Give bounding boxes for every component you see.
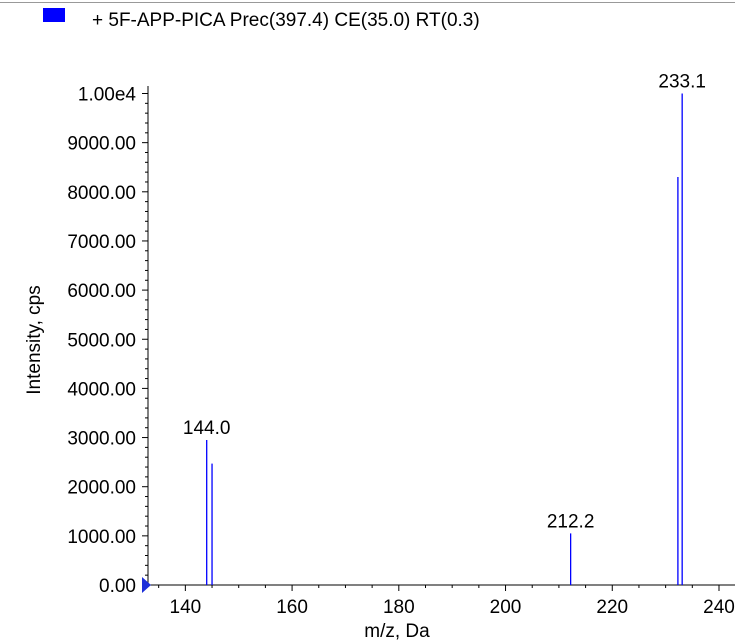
x-axis-label: m/z, Da <box>364 621 430 641</box>
y-tick-label: 9000.00 <box>67 134 136 155</box>
y-tick-label: 1.00e4 <box>78 85 137 106</box>
y-tick-label: 8000.00 <box>67 183 136 204</box>
y-tick-label: 5000.00 <box>67 330 136 351</box>
x-tick-label: 140 <box>170 597 202 618</box>
legend-swatch <box>43 8 65 22</box>
plot-area: 0.00 1000.00 2000.00 3000.00 4000.00 5000.00 6… <box>24 72 735 641</box>
x-tick-label: 180 <box>383 597 415 618</box>
peak-label: 144.0 <box>183 418 231 439</box>
y-axis-label: Intensity, cps <box>24 285 45 394</box>
peak-label: 233.1 <box>658 72 706 93</box>
x-tick-label: 220 <box>596 597 628 618</box>
y-tick-label: 1000.00 <box>67 527 136 548</box>
y-tick-label: 2000.00 <box>67 478 136 499</box>
y-tick-label: 6000.00 <box>67 281 136 302</box>
x-tick-label: 160 <box>276 597 308 618</box>
legend-label: + 5F-APP-PICA Prec(397.4) CE(35.0) RT(0.… <box>92 10 480 31</box>
y-tick-label: 0.00 <box>99 576 136 597</box>
y-tick-label: 4000.00 <box>67 379 136 400</box>
x-tick-label: 240 <box>703 597 735 618</box>
y-tick-label: 7000.00 <box>67 232 136 253</box>
baseline-marker-icon <box>142 577 151 593</box>
peak-label: 212.2 <box>547 511 595 532</box>
x-tick-label: 200 <box>490 597 522 618</box>
y-tick-label: 3000.00 <box>67 429 136 450</box>
